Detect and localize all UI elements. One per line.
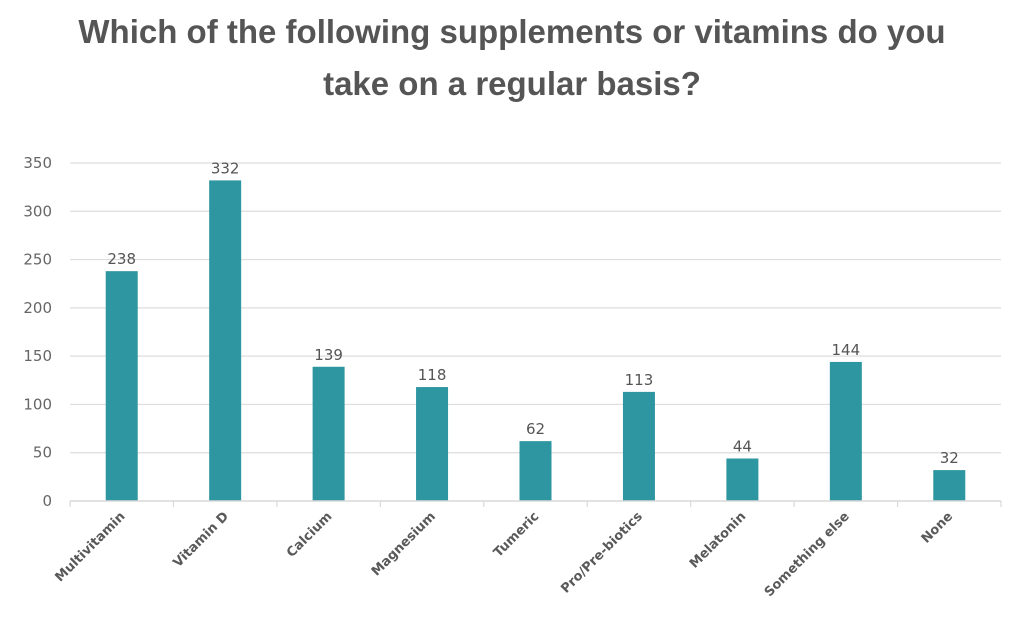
data-label: 62 [526, 420, 545, 438]
data-label: 139 [314, 346, 343, 364]
data-label: 44 [733, 438, 752, 456]
category-label: Magnesium [369, 509, 439, 579]
category-label: Vitamin D [171, 509, 233, 571]
category-label: Something else [762, 509, 853, 600]
bar [933, 470, 966, 501]
data-label: 113 [625, 371, 654, 389]
x-axis: Multivitamin Vitamin D Calcium Magnesium Tum… [53, 500, 1002, 600]
data-label: 144 [832, 341, 861, 359]
y-tick-label: 200 [23, 299, 52, 317]
y-tick-label: 0 [42, 492, 52, 510]
bar [726, 458, 759, 501]
bar [209, 180, 242, 501]
bar [829, 361, 862, 501]
chart-title-line-2: take on a regular basis? [323, 65, 701, 102]
y-tick-label: 350 [23, 154, 52, 172]
data-label: 332 [211, 159, 240, 177]
y-tick-label: 100 [23, 395, 52, 413]
data-label: 32 [940, 449, 959, 467]
chart-title: Which of the following supplements or vi… [0, 6, 1024, 110]
bars [105, 180, 966, 501]
bar [105, 271, 138, 501]
bar [622, 391, 655, 501]
category-label: Calcium [284, 509, 335, 560]
data-label: 118 [418, 366, 447, 384]
category-label: Melatonin [687, 509, 749, 571]
y-tick-label: 150 [23, 347, 52, 365]
bar [416, 387, 449, 501]
category-label: Tumeric [491, 509, 542, 560]
category-label: None [919, 509, 957, 547]
category-label: Pro/Pre-biotics [558, 509, 646, 597]
data-labels: 238 332 139 118 62 113 44 144 32 [107, 159, 958, 467]
bar [312, 366, 345, 501]
y-tick-label: 50 [33, 444, 52, 462]
y-axis: 0 50 100 150 200 250 300 350 [23, 154, 52, 510]
bar [519, 441, 552, 501]
data-label: 238 [107, 250, 136, 268]
y-tick-label: 300 [23, 202, 52, 220]
y-tick-label: 250 [23, 251, 52, 269]
chart-title-line-1: Which of the following supplements or vi… [78, 13, 946, 50]
category-label: Multivitamin [53, 509, 129, 585]
